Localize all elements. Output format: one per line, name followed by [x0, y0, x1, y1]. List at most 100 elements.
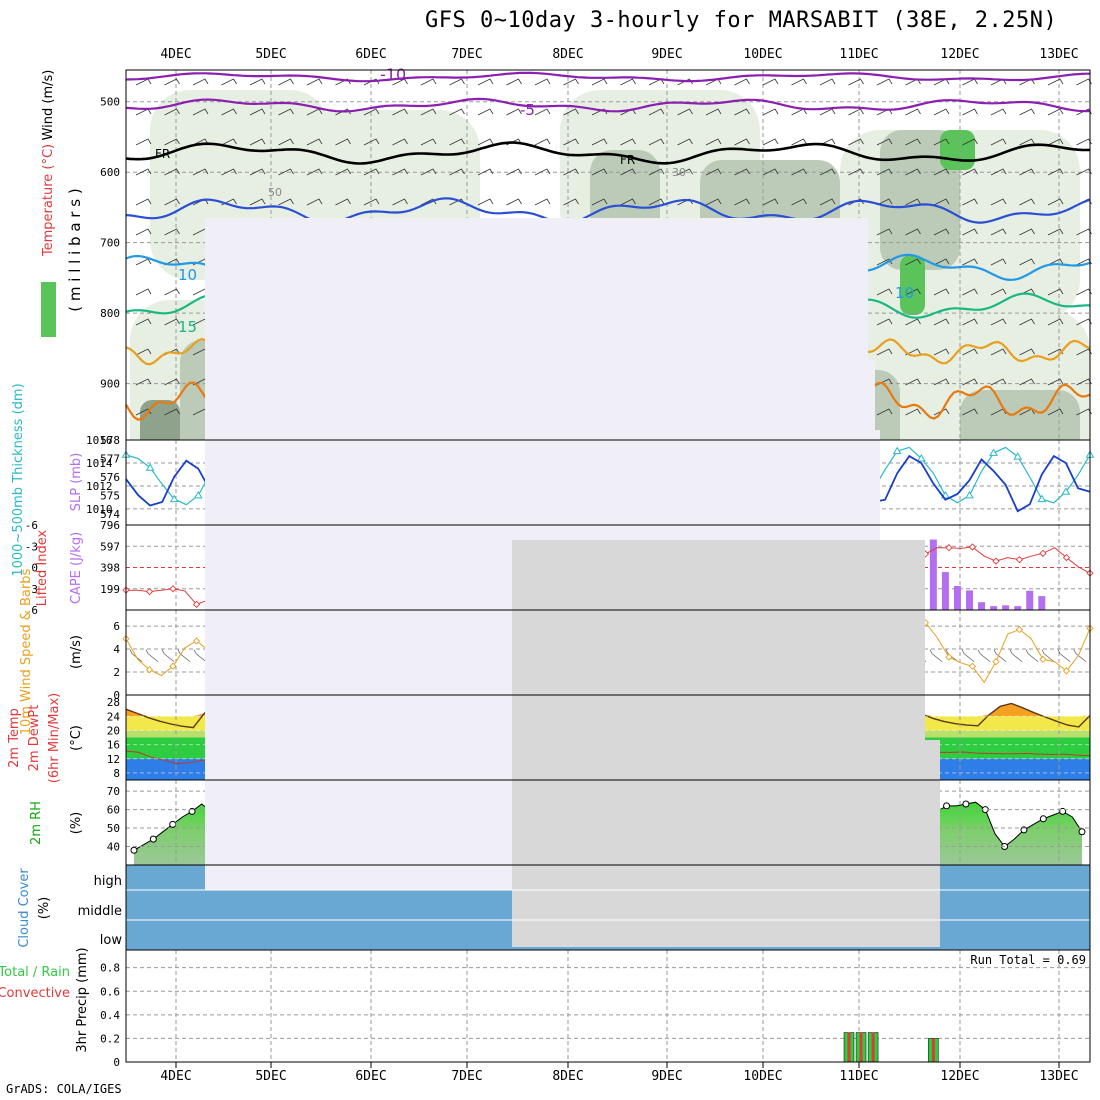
wind-barb	[506, 108, 522, 116]
contour-label-12: 30	[672, 166, 686, 179]
li-ytick-1: -3	[25, 540, 38, 553]
precip-ytick-3: 0.2	[100, 1032, 120, 1045]
wind-barb	[1047, 78, 1064, 86]
wind-barb	[306, 168, 323, 176]
wind-barb	[164, 198, 180, 206]
wind-barb	[420, 198, 437, 206]
wind-barb	[192, 78, 209, 86]
wind-barb	[677, 108, 693, 116]
wind-barb	[335, 138, 351, 146]
wind-barb	[933, 378, 950, 386]
wind-barb	[563, 108, 579, 116]
rh-ylabel: 2m RH	[29, 801, 44, 845]
wind-barb	[278, 168, 294, 176]
contour-label-2: FR	[155, 147, 170, 161]
wind-barb	[278, 198, 294, 206]
wind-barb	[933, 348, 950, 356]
wind-barb	[791, 198, 807, 206]
thickness-line-marker	[1061, 487, 1071, 495]
wind10-barb	[161, 649, 175, 662]
wind-barb	[990, 228, 1007, 236]
rh-legend-swatch	[41, 282, 56, 337]
cape-ytick-3: 199	[100, 583, 120, 596]
wind-barb	[933, 228, 950, 236]
wind-barb	[563, 138, 579, 146]
wind-barb	[1019, 108, 1035, 116]
temp-ylabel-3: (6hr Min/Max)	[47, 693, 62, 783]
wind-barb	[791, 138, 807, 146]
cape-ytick-1: 597	[100, 540, 120, 553]
lifted-index-line-marker	[992, 557, 1000, 565]
wind-barb	[449, 108, 465, 116]
wind-barb	[1047, 408, 1064, 416]
thick-ytick-4: 574	[100, 508, 120, 521]
temp-ytick-1: 24	[107, 710, 121, 723]
li-ytick-2: 0	[31, 562, 38, 575]
lifted-index-line-marker	[169, 585, 177, 593]
cape-bar	[1038, 596, 1046, 610]
contour-5	[125, 197, 1091, 225]
wind-barb	[135, 198, 152, 206]
upper-ytick-4: 900	[100, 378, 120, 391]
cape-bar	[966, 590, 973, 610]
wind-barb	[392, 198, 408, 206]
thickness-line-marker	[169, 494, 179, 503]
thickness-line-marker	[145, 463, 155, 471]
wind-barb	[990, 348, 1007, 356]
wind-barb	[278, 138, 294, 146]
wind-barb	[905, 408, 921, 416]
wind-ytick-2: 2	[113, 666, 120, 679]
wind-barb	[962, 288, 978, 296]
slp-ylabel-slp: SLP (mb)	[69, 453, 84, 512]
date-bottom-6: 10DEC	[743, 1069, 782, 1084]
date-top-8: 12DEC	[940, 47, 979, 62]
wind-barb	[648, 198, 665, 206]
wind-barb	[164, 258, 180, 266]
temp-ylabel-unit: (°C)	[69, 725, 84, 751]
wind-barb	[876, 78, 893, 86]
rh-ytick-1: 60	[107, 804, 120, 817]
date-top-5: 9DEC	[651, 47, 682, 62]
wind-barb	[905, 258, 921, 266]
cape-bar	[929, 539, 937, 610]
wind10-barb	[1073, 649, 1087, 662]
footer-credit: GrADS: COLA/IGES	[6, 1082, 122, 1096]
precip-conv-bar	[847, 1032, 851, 1062]
rh-ytick-0: 70	[107, 785, 120, 798]
wind-barb	[192, 168, 209, 176]
wind-barb	[648, 138, 665, 146]
rh-ytick-3: 40	[107, 841, 120, 854]
wind-barb	[335, 108, 351, 116]
date-top-3: 7DEC	[451, 47, 482, 62]
wind-barb	[819, 78, 836, 86]
rh2m-line-marker	[1078, 828, 1086, 836]
date-top-2: 6DEC	[355, 47, 386, 62]
wind10-barb	[1025, 649, 1039, 662]
wind-barb	[1047, 168, 1064, 176]
precip-conv-bar	[931, 1038, 935, 1062]
thick-ytick-1: 577	[100, 452, 120, 465]
wind-barb	[278, 108, 294, 116]
wind-barb	[648, 108, 665, 116]
wind-barb	[306, 198, 323, 206]
wind-barb	[164, 108, 180, 116]
wind-barb	[192, 138, 209, 146]
wind-barb	[221, 138, 237, 146]
wind-barb	[1019, 228, 1035, 236]
thick-ytick-0: 578	[100, 434, 120, 447]
upper-ytick-2: 700	[100, 237, 120, 250]
lifted-index-line-marker	[192, 600, 201, 608]
wind-barb	[591, 138, 608, 146]
wind-barb	[962, 198, 978, 206]
wind10-speed-line-marker	[1039, 655, 1047, 664]
wind-barb	[221, 78, 237, 86]
wind-barb	[1019, 168, 1035, 176]
wind-barb	[620, 168, 636, 176]
lifted-index-line-marker	[968, 543, 977, 551]
wind-barb	[905, 108, 921, 116]
wind-barb	[962, 168, 978, 176]
wind-barb	[563, 198, 579, 206]
wind-barb	[762, 78, 779, 86]
cape-bar	[990, 606, 998, 610]
